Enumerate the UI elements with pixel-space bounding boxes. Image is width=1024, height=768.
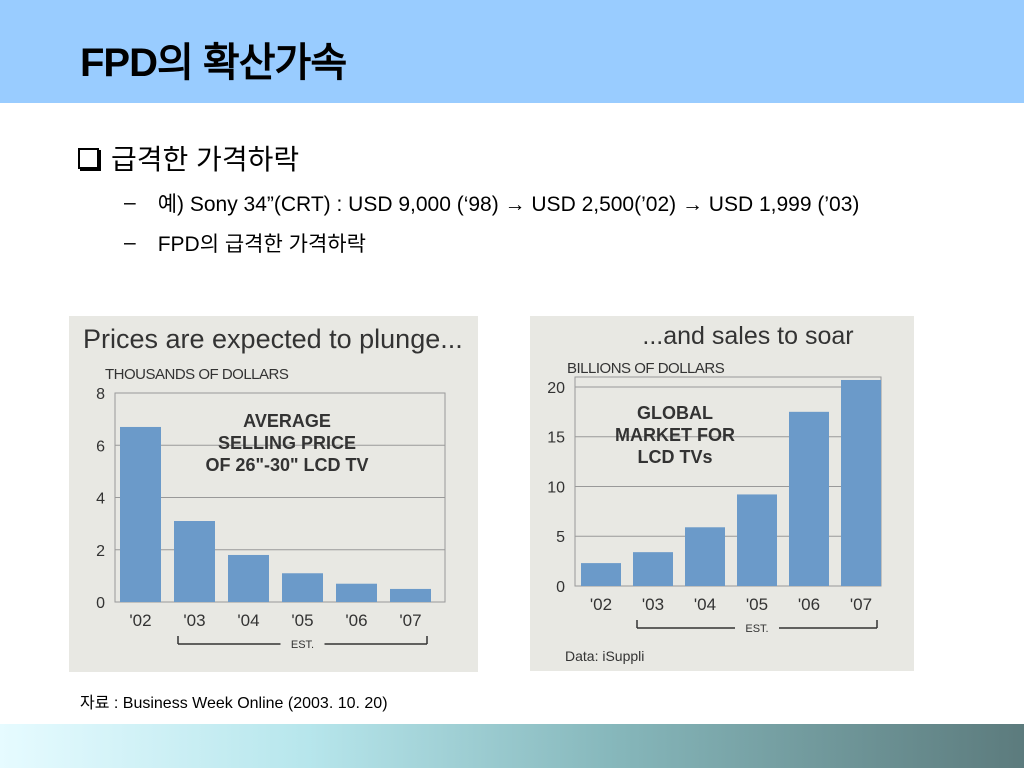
sales-chart-panel: ...and sales to soar BILLIONS OF DOLLARS 0… [530,316,914,671]
y-tick-label: 20 [547,380,565,397]
x-tick-label: '05 [291,611,313,630]
x-tick-label: '07 [850,595,872,614]
main-bullet: 급격한 가격하락 [78,138,299,178]
y-tick-label: 0 [96,595,105,612]
est-label: EST. [745,623,768,635]
sub-bullet-2-text: FPD의 급격한 가격하락 [157,233,366,256]
slide-title: FPD의 확산가속 [80,41,347,85]
x-tick-label: '06 [798,595,820,614]
y-tick-label: 0 [556,579,565,596]
chart-annotation: MARKET FOR [615,425,735,445]
footer-band [0,724,1024,768]
sub-bullet-1: – 예) Sony 34”(CRT) : USD 9,000 (‘98) → U… [124,188,859,218]
bar [841,379,881,586]
chart-title: ...and sales to soar [642,322,853,350]
chart-annotation: SELLING PRICE [218,433,356,453]
y-tick-label: 15 [547,430,565,447]
price-chart: Prices are expected to plunge... THOUSAND… [83,324,463,651]
source-caption: 자료 : Business Week Online (2003. 10. 20) [80,695,388,712]
main-bullet-text: 급격한 가격하락 [111,144,300,175]
x-tick-label: '02 [590,595,612,614]
chart-annotation: OF 26"-30" LCD TV [205,455,368,475]
x-tick-label: '02 [129,611,151,630]
y-axis-label: BILLIONS OF DOLLARS [567,360,725,377]
chart-annotation: GLOBAL [637,403,713,423]
bar [737,494,777,586]
dash-icon: – [124,191,136,214]
chart-annotation: LCD TVs [637,447,712,467]
y-tick-label: 10 [547,479,565,496]
dash-icon: – [124,231,136,254]
bar [174,521,215,602]
x-tick-label: '03 [642,595,664,614]
header-band [0,0,1024,103]
checkbox-bullet-icon [78,147,99,169]
est-label: EST. [291,639,314,651]
bar [282,573,323,602]
y-tick-label: 8 [96,386,105,403]
bar [581,563,621,586]
y-tick-label: 6 [96,438,105,455]
y-tick-label: 4 [96,491,105,508]
bar [390,588,431,602]
x-tick-label: '05 [746,595,768,614]
bar [789,411,829,586]
bar [228,554,269,602]
y-tick-label: 2 [96,543,105,560]
y-tick-label: 5 [556,529,565,546]
y-axis-label: THOUSANDS OF DOLLARS [105,366,289,383]
x-tick-label: '03 [183,611,205,630]
bar [120,426,161,602]
chart-title: Prices are expected to plunge... [83,324,463,354]
x-tick-label: '07 [399,611,421,630]
x-tick-label: '04 [694,595,716,614]
data-source-label: Data: iSuppli [565,648,644,664]
price-chart-panel: Prices are expected to plunge... THOUSAND… [69,316,478,672]
sales-chart: ...and sales to soar BILLIONS OF DOLLARS 0… [547,322,882,664]
bar [336,583,377,602]
sub-bullet-1-text: 예) Sony 34”(CRT) : USD 9,000 (‘98) → USD… [157,193,860,216]
sub-bullet-2: – FPD의 급격한 가격하락 [124,228,366,258]
x-tick-label: '04 [237,611,259,630]
bar [685,527,725,586]
chart-annotation: AVERAGE [243,411,331,431]
x-tick-label: '06 [345,611,367,630]
plot-frame [574,376,882,587]
bar [633,552,673,586]
